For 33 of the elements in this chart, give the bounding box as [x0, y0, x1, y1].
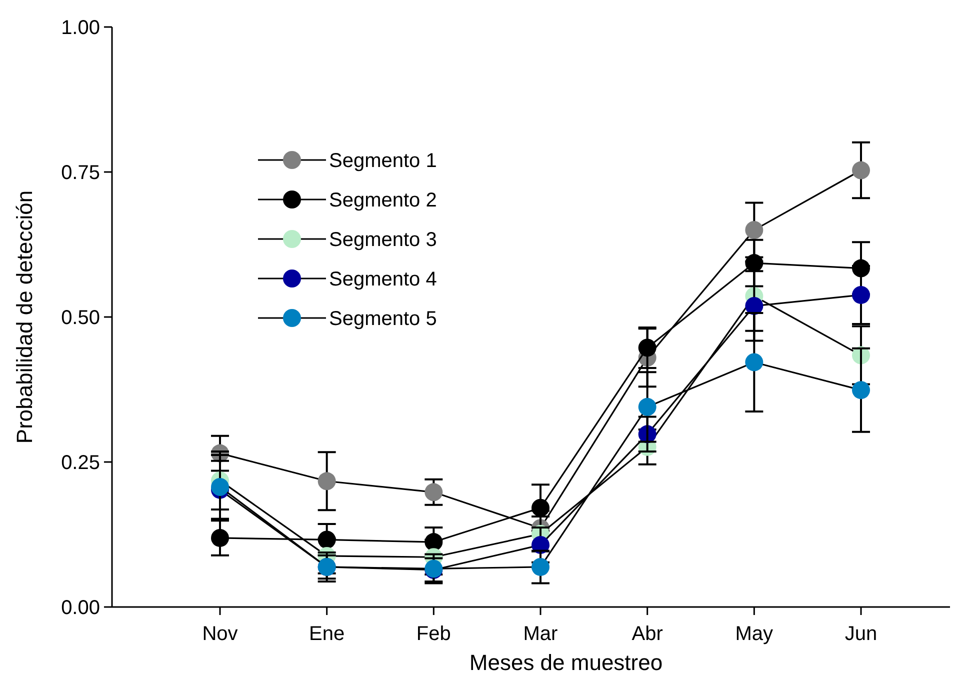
legend-label: Segmento 2: [329, 190, 437, 212]
point: [852, 161, 870, 180]
point: [318, 472, 336, 490]
x-tick-label: Mar: [523, 623, 558, 645]
y-tick-label: 0.00: [61, 597, 100, 619]
point: [852, 286, 870, 304]
y-tick-label: 0.75: [61, 162, 100, 184]
legend-label: Segmento 4: [329, 268, 437, 290]
y-tick-label: 0.50: [61, 307, 100, 329]
x-tick-label: Abr: [632, 623, 664, 645]
x-tick-label: Ene: [309, 623, 345, 645]
x-tick-label: Jun: [844, 623, 878, 645]
x-tick-label: May: [735, 623, 774, 645]
point: [745, 353, 764, 372]
legend-label: Segmento 1: [329, 150, 437, 172]
point: [745, 296, 764, 315]
point: [211, 478, 229, 496]
point: [638, 338, 656, 357]
legend-label: Segmento 3: [329, 229, 437, 251]
x-axis-title: Meses de muestreo: [469, 650, 663, 675]
y-axis-title: Probabilidad de detección: [12, 190, 37, 444]
legend-label: Segmento 5: [329, 308, 437, 330]
y-tick-label: 1.00: [61, 17, 100, 39]
point: [211, 528, 229, 547]
point: [424, 483, 443, 502]
point: [532, 498, 550, 517]
point: [532, 558, 550, 576]
point: [638, 398, 656, 416]
x-tick-label: Nov: [202, 623, 238, 645]
y-tick-label: 0.25: [61, 452, 100, 474]
point: [745, 221, 764, 239]
point: [852, 381, 870, 400]
x-tick-label: Feb: [416, 623, 451, 645]
